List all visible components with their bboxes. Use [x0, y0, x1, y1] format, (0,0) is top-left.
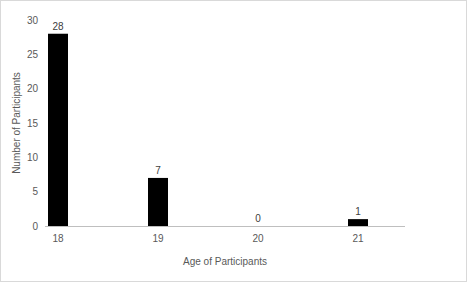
data-label: 7 [155, 165, 161, 176]
y-tick-label: 0 [32, 221, 38, 232]
bars [48, 34, 368, 226]
x-tick-label: 19 [152, 233, 164, 244]
data-label: 0 [255, 213, 261, 224]
frame [1, 1, 467, 282]
y-tick-label: 20 [27, 83, 39, 94]
y-tick [42, 157, 45, 158]
bar [348, 219, 368, 226]
y-tick-label: 10 [27, 152, 39, 163]
x-axis-line [45, 226, 405, 227]
bar [148, 178, 168, 226]
y-tick [42, 20, 45, 21]
bar [48, 34, 68, 226]
y-tick-label: 15 [27, 118, 39, 129]
y-tick [42, 191, 45, 192]
x-tick-label: 18 [52, 233, 64, 244]
y-tick [42, 54, 45, 55]
x-tick-label: 21 [352, 233, 364, 244]
chart: 0 5 10 15 20 25 30 28 7 0 1 18 19 20 21 Age of Particip… [0, 0, 467, 282]
data-label: 1 [355, 206, 361, 217]
x-tick-label: 20 [252, 233, 264, 244]
y-tick [42, 88, 45, 89]
y-tick [42, 226, 45, 227]
data-label: 28 [52, 21, 64, 32]
y-tick-label: 5 [32, 186, 38, 197]
y-tick [42, 123, 45, 124]
y-tick-label: 30 [27, 15, 39, 26]
y-tick-label: 25 [27, 49, 39, 60]
bar [248, 226, 268, 227]
y-axis-title: Number of Participants [11, 72, 22, 174]
x-axis-title: Age of Participants [183, 256, 267, 267]
